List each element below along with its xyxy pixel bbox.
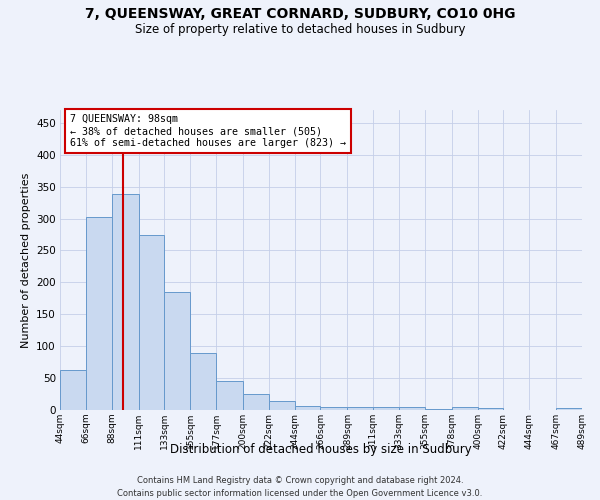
- Bar: [373, 407, 399, 410]
- Bar: [347, 407, 373, 410]
- Text: Size of property relative to detached houses in Sudbury: Size of property relative to detached ho…: [135, 22, 465, 36]
- Bar: [243, 394, 269, 410]
- Bar: [399, 407, 425, 410]
- Text: 7 QUEENSWAY: 98sqm
← 38% of detached houses are smaller (505)
61% of semi-detach: 7 QUEENSWAY: 98sqm ← 38% of detached hou…: [70, 114, 346, 148]
- Text: Contains HM Land Registry data © Crown copyright and database right 2024.
Contai: Contains HM Land Registry data © Crown c…: [118, 476, 482, 498]
- Bar: [425, 408, 452, 410]
- Y-axis label: Number of detached properties: Number of detached properties: [20, 172, 31, 348]
- Text: 7, QUEENSWAY, GREAT CORNARD, SUDBURY, CO10 0HG: 7, QUEENSWAY, GREAT CORNARD, SUDBURY, CO…: [85, 8, 515, 22]
- Bar: [556, 408, 582, 410]
- Bar: [60, 370, 86, 410]
- Text: Distribution of detached houses by size in Sudbury: Distribution of detached houses by size …: [170, 442, 472, 456]
- Bar: [190, 352, 216, 410]
- Bar: [112, 194, 139, 410]
- Bar: [269, 401, 295, 410]
- Bar: [478, 408, 503, 410]
- Bar: [452, 407, 478, 410]
- Bar: [295, 406, 320, 410]
- Bar: [320, 407, 347, 410]
- Bar: [139, 235, 164, 410]
- Bar: [86, 217, 112, 410]
- Bar: [164, 292, 190, 410]
- Bar: [216, 380, 243, 410]
